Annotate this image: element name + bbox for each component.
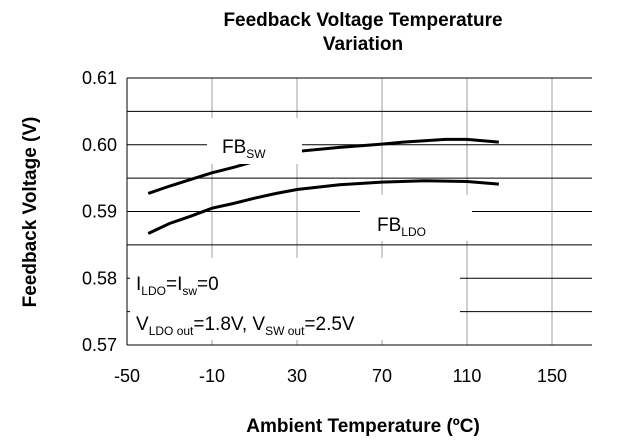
annotation-subscript: sw [182,284,197,298]
annotation-subscript: LDO [401,225,426,239]
annotation: VLDO out=1.8V, VSW out=2.5V [136,314,355,338]
annotation-subscript: LDO out [149,324,194,338]
x-tick-label: -10 [199,366,225,386]
chart-title: Variation [323,34,403,55]
data-line [147,179,500,235]
x-tick-label: 150 [537,366,567,386]
annotation-subscript: SW [246,147,266,161]
annotation: ILDO=Isw=0 [136,274,219,298]
annotation-box [207,118,302,164]
y-axis-title: Feedback Voltage (V) [20,117,41,308]
annotation-text: I [136,274,141,295]
y-tick-label: 0.57 [82,335,117,355]
x-tick-label: 110 [453,366,482,386]
chart-title: Feedback Voltage Temperature [223,10,502,31]
annotation-subscript: SW out [265,324,305,338]
y-tick-label: 0.61 [82,68,117,88]
annotation-text: =2.5V [304,314,355,335]
annotation-box [130,258,460,340]
annotation-text: FB [377,215,401,236]
x-tick-label: 30 [287,366,307,386]
y-tick-label: 0.59 [82,202,117,222]
annotation-text: =0 [197,274,219,295]
annotation-text: FB [222,137,246,158]
annotation-text: V [136,314,149,335]
annotation-text: =I [166,274,182,295]
y-tick-label: 0.60 [82,135,117,155]
y-tick-label: 0.58 [82,268,117,288]
x-tick-label: 70 [372,366,392,386]
annotation-box [360,195,472,241]
annotation-text: =1.8V, V [193,314,265,335]
x-tick-label: -50 [114,366,140,386]
annotation: FBSW [222,137,266,161]
annotation-subscript: LDO [141,284,166,298]
annotation: FBLDO [377,215,426,239]
x-axis-title: Ambient Temperature (ºC) [246,416,480,437]
